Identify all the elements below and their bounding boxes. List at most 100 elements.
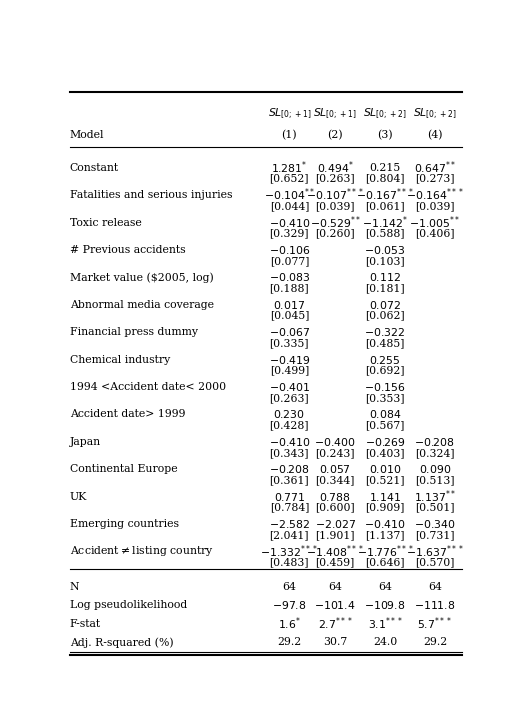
Text: (4): (4) [427,130,443,140]
Text: $3.1^{***}$: $3.1^{***}$ [367,615,403,632]
Text: [0.588]: [0.588] [365,229,405,239]
Text: [0.784]: [0.784] [270,503,309,513]
Text: [0.335]: [0.335] [269,338,309,348]
Text: [0.567]: [0.567] [365,420,405,430]
Text: $-0.340$: $-0.340$ [414,518,456,530]
Text: Adj. R-squared (%): Adj. R-squared (%) [70,637,173,648]
Text: $-101.4$: $-101.4$ [315,600,356,611]
Text: $-0.400$: $-0.400$ [315,436,356,448]
Text: $0.057$: $0.057$ [319,464,351,475]
Text: $-0.107^{***}$: $-0.107^{***}$ [306,187,364,204]
Text: $-1.776^{***}$: $-1.776^{***}$ [357,543,414,560]
Text: $-97.8$: $-97.8$ [272,600,307,611]
Text: [0.501]: [0.501] [415,503,455,513]
Text: $-1.408^{***}$: $-1.408^{***}$ [306,543,364,560]
Text: $-0.529^{**}$: $-0.529^{**}$ [309,214,361,231]
Text: 0.215: 0.215 [370,162,401,173]
Text: $-111.8$: $-111.8$ [414,600,456,611]
Text: N: N [70,582,79,592]
Text: $-0.208$: $-0.208$ [269,464,310,475]
Text: $-1.637^{***}$: $-1.637^{***}$ [406,543,464,560]
Text: [0.061]: [0.061] [365,201,405,211]
Text: $0.090$: $0.090$ [419,464,451,475]
Text: $-2.027$: $-2.027$ [315,518,356,530]
Text: $SL_{[0;+2]}$: $SL_{[0;+2]}$ [413,107,457,121]
Text: $1.6^{*}$: $1.6^{*}$ [278,615,301,632]
Text: [0.485]: [0.485] [365,338,405,348]
Text: [0.652]: [0.652] [269,174,309,184]
Text: UK: UK [70,491,87,502]
Text: [0.188]: [0.188] [269,283,309,293]
Text: [0.243]: [0.243] [316,448,355,458]
Text: [0.361]: [0.361] [269,475,309,485]
Text: [0.044]: [0.044] [270,201,309,211]
Text: $-0.053$: $-0.053$ [364,244,406,256]
Text: [0.329]: [0.329] [269,229,309,239]
Text: Accident$\neq$listing country: Accident$\neq$listing country [70,545,213,558]
Text: [0.039]: [0.039] [415,201,455,211]
Text: [0.263]: [0.263] [269,393,309,403]
Text: [0.039]: [0.039] [316,201,355,211]
Text: $-0.208$: $-0.208$ [415,436,455,448]
Text: Japan: Japan [70,436,101,447]
Text: $-0.167^{***}$: $-0.167^{***}$ [356,187,414,204]
Text: [0.077]: [0.077] [270,256,309,266]
Text: Emerging countries: Emerging countries [70,519,179,529]
Text: 29.2: 29.2 [277,637,302,647]
Text: Chemical industry: Chemical industry [70,355,170,365]
Text: [0.513]: [0.513] [415,475,455,485]
Text: $5.7^{***}$: $5.7^{***}$ [417,615,453,632]
Text: $-0.401$: $-0.401$ [269,381,310,393]
Text: [0.646]: [0.646] [365,557,405,567]
Text: $-0.156$: $-0.156$ [364,381,406,393]
Text: Model: Model [70,130,104,140]
Text: $0.017$: $0.017$ [273,299,305,310]
Text: 24.0: 24.0 [373,637,397,647]
Text: [0.406]: [0.406] [415,229,455,239]
Text: 64: 64 [378,582,392,592]
Text: [0.459]: [0.459] [316,557,355,567]
Text: [0.062]: [0.062] [365,310,405,320]
Text: 30.7: 30.7 [323,637,347,647]
Text: $SL_{[0;+2]}$: $SL_{[0;+2]}$ [363,107,407,121]
Text: [2.041]: [2.041] [269,530,309,540]
Text: $0.647^{**}$: $0.647^{**}$ [414,159,456,176]
Text: [0.428]: [0.428] [269,420,309,430]
Text: (1): (1) [281,130,297,140]
Text: $0.255$: $0.255$ [370,354,401,365]
Text: (2): (2) [327,130,343,140]
Text: 64: 64 [428,582,442,592]
Text: $-0.104^{**}$: $-0.104^{**}$ [264,187,315,204]
Text: 29.2: 29.2 [423,637,447,647]
Text: # Previous accidents: # Previous accidents [70,245,185,255]
Text: Abnormal media coverage: Abnormal media coverage [70,300,214,310]
Text: [1.137]: [1.137] [365,530,405,540]
Text: $-2.582$: $-2.582$ [269,518,310,530]
Text: $-0.083$: $-0.083$ [269,271,310,283]
Text: [0.263]: [0.263] [316,174,355,184]
Text: [0.273]: [0.273] [415,174,455,184]
Text: [0.570]: [0.570] [415,557,455,567]
Text: $0.084$: $0.084$ [369,409,401,420]
Text: $2.7^{***}$: $2.7^{***}$ [318,615,353,632]
Text: $-0.106$: $-0.106$ [268,244,310,256]
Text: $1.281^{*}$: $1.281^{*}$ [271,159,307,176]
Text: $-109.8$: $-109.8$ [364,600,406,611]
Text: $0.072$: $0.072$ [369,299,401,310]
Text: [0.692]: [0.692] [365,365,405,375]
Text: [0.521]: [0.521] [365,475,405,485]
Text: Fatalities and serious injuries: Fatalities and serious injuries [70,190,232,200]
Text: 1994 <Accident date< 2000: 1994 <Accident date< 2000 [70,382,226,392]
Text: (3): (3) [377,130,393,140]
Text: [0.483]: [0.483] [269,557,309,567]
Text: [0.804]: [0.804] [365,174,405,184]
Text: $SL_{[0;+1]}$: $SL_{[0;+1]}$ [268,107,311,121]
Text: Constant: Constant [70,162,119,173]
Text: [0.600]: [0.600] [316,503,355,513]
Text: $-0.067$: $-0.067$ [269,326,310,338]
Text: Continental Europe: Continental Europe [70,464,177,474]
Text: $-1.332^{***}$: $-1.332^{***}$ [261,543,318,560]
Text: [0.343]: [0.343] [269,448,309,458]
Text: $1.137^{**}$: $1.137^{**}$ [414,488,456,505]
Text: $-0.419$: $-0.419$ [269,354,310,365]
